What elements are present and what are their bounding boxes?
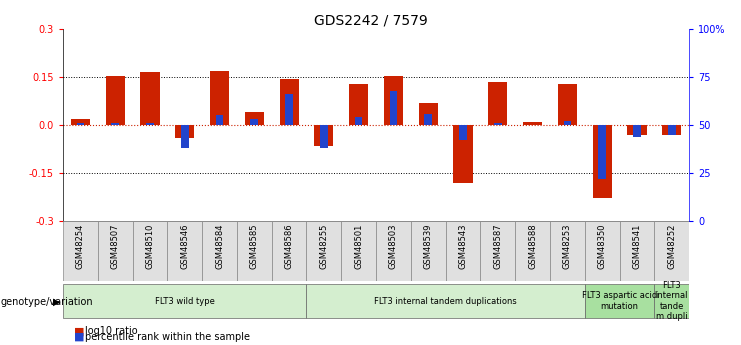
Bar — [63, 221, 98, 281]
Text: GSM48255: GSM48255 — [319, 224, 328, 269]
Bar — [355, 117, 362, 125]
Bar — [202, 221, 237, 281]
Bar — [445, 221, 480, 281]
Text: GSM48539: GSM48539 — [424, 224, 433, 269]
Text: ■: ■ — [74, 326, 84, 336]
Bar — [384, 76, 403, 125]
Bar — [210, 71, 229, 125]
Bar — [314, 125, 333, 146]
Bar — [71, 119, 90, 125]
Bar — [216, 116, 223, 125]
Text: GSM48350: GSM48350 — [598, 224, 607, 269]
Bar — [585, 221, 619, 281]
Bar — [558, 83, 577, 125]
Bar — [146, 123, 154, 125]
Bar — [425, 114, 432, 125]
Bar — [564, 121, 571, 125]
Bar — [76, 123, 84, 125]
Bar — [245, 112, 264, 125]
Bar — [453, 125, 473, 183]
Bar — [598, 125, 606, 179]
Text: ▶: ▶ — [53, 297, 61, 307]
Bar — [63, 284, 307, 318]
Bar — [133, 221, 167, 281]
Bar — [320, 125, 328, 148]
Text: FLT3 wild type: FLT3 wild type — [155, 296, 215, 306]
Bar — [488, 82, 508, 125]
Text: GSM48587: GSM48587 — [494, 224, 502, 269]
Text: GSM48588: GSM48588 — [528, 224, 537, 269]
Text: GSM48507: GSM48507 — [110, 224, 119, 269]
Bar — [654, 221, 689, 281]
Text: log10 ratio: log10 ratio — [85, 326, 138, 336]
Bar — [585, 284, 654, 318]
Bar — [654, 284, 689, 318]
Bar — [662, 125, 681, 135]
Bar — [550, 221, 585, 281]
Text: GSM48585: GSM48585 — [250, 224, 259, 269]
Bar — [342, 221, 376, 281]
Text: GSM48546: GSM48546 — [180, 224, 189, 269]
Bar — [523, 122, 542, 125]
Text: FLT3
internal
tande
m dupli: FLT3 internal tande m dupli — [656, 281, 688, 321]
Text: GSM48503: GSM48503 — [389, 224, 398, 269]
Bar — [633, 125, 641, 137]
Bar — [111, 123, 119, 125]
Bar — [98, 221, 133, 281]
Bar — [250, 119, 258, 125]
Bar — [307, 221, 342, 281]
Bar — [106, 76, 124, 125]
Bar — [390, 91, 397, 125]
Bar — [285, 95, 293, 125]
Bar — [349, 83, 368, 125]
Bar — [279, 79, 299, 125]
Bar — [480, 221, 515, 281]
Bar — [593, 125, 612, 198]
Bar — [376, 221, 411, 281]
Bar — [181, 125, 188, 148]
Text: GSM48253: GSM48253 — [563, 224, 572, 269]
Text: ■: ■ — [74, 332, 84, 342]
Bar — [167, 221, 202, 281]
Bar — [272, 221, 307, 281]
Bar — [515, 221, 550, 281]
Text: genotype/variation: genotype/variation — [1, 297, 93, 307]
Bar — [140, 72, 159, 125]
Text: GSM48252: GSM48252 — [667, 224, 677, 269]
Text: percentile rank within the sample: percentile rank within the sample — [85, 332, 250, 342]
Text: GSM48541: GSM48541 — [633, 224, 642, 269]
Bar — [619, 221, 654, 281]
Bar — [237, 221, 272, 281]
Text: GDS2242 / 7579: GDS2242 / 7579 — [313, 14, 428, 28]
Text: FLT3 aspartic acid
mutation: FLT3 aspartic acid mutation — [582, 291, 657, 311]
Bar — [668, 125, 676, 135]
Bar — [628, 125, 646, 135]
Text: GSM48510: GSM48510 — [145, 224, 154, 269]
Text: GSM48584: GSM48584 — [215, 224, 224, 269]
Bar — [307, 284, 585, 318]
Text: GSM48586: GSM48586 — [285, 224, 293, 269]
Text: GSM48501: GSM48501 — [354, 224, 363, 269]
Bar — [494, 123, 502, 125]
Bar — [419, 103, 438, 125]
Bar — [175, 125, 194, 138]
Text: GSM48254: GSM48254 — [76, 224, 85, 269]
Text: FLT3 internal tandem duplications: FLT3 internal tandem duplications — [374, 296, 517, 306]
Text: GSM48543: GSM48543 — [459, 224, 468, 269]
Bar — [411, 221, 445, 281]
Bar — [459, 125, 467, 140]
